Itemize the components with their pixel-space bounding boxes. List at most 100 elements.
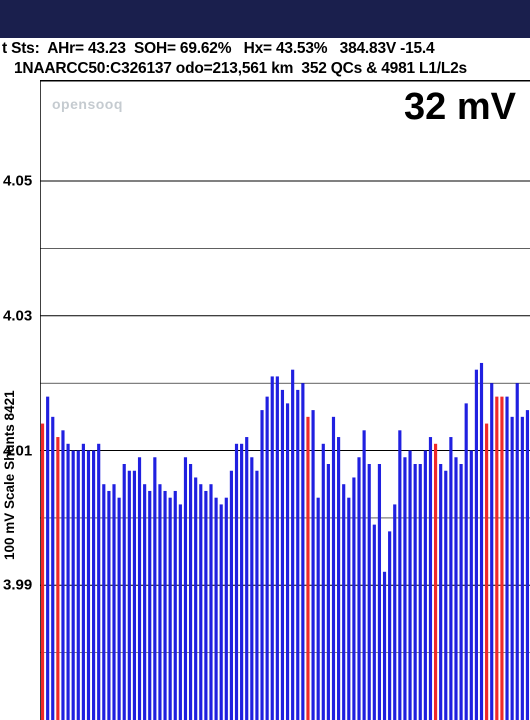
cell-bar — [332, 417, 335, 720]
cell-bar — [189, 464, 192, 720]
cell-bar — [148, 491, 151, 720]
cell-bar — [500, 397, 503, 720]
cell-bar — [199, 484, 202, 720]
cell-bar — [408, 451, 411, 720]
cell-bar — [286, 403, 289, 720]
cell-voltage-chart — [40, 80, 530, 720]
cell-bar — [311, 410, 314, 720]
cell-bar — [414, 464, 417, 720]
cell-bar — [439, 464, 442, 720]
cell-bar — [184, 457, 187, 720]
cell-bar — [516, 383, 519, 720]
cell-bar — [429, 437, 432, 720]
cell-bar — [434, 444, 437, 720]
cell-bar — [255, 471, 258, 720]
cell-bar — [363, 430, 366, 720]
cell-bar — [138, 457, 141, 720]
cell-bar — [174, 491, 177, 720]
cell-bar — [179, 504, 182, 720]
y-tick: 4.03 — [3, 307, 32, 324]
cell-bar — [220, 504, 223, 720]
chart-bars — [41, 363, 529, 720]
cell-bar — [112, 484, 115, 720]
cell-bar — [485, 424, 488, 720]
cell-bar — [403, 457, 406, 720]
cell-bar — [209, 484, 212, 720]
cell-bar — [61, 430, 64, 720]
cell-bar — [281, 390, 284, 720]
cell-bar — [102, 484, 105, 720]
cell-bar — [204, 491, 207, 720]
cell-bar — [158, 484, 161, 720]
cell-bar — [357, 457, 360, 720]
cell-bar — [87, 451, 90, 720]
cell-bar — [306, 417, 309, 720]
cell-bar — [460, 464, 463, 720]
cell-bar — [495, 397, 498, 720]
cell-bar — [41, 424, 44, 720]
y-tick: 4.05 — [3, 173, 32, 190]
cell-bar — [77, 451, 80, 720]
cell-bar — [225, 498, 228, 720]
cell-bar — [301, 383, 304, 720]
cell-bar — [143, 484, 146, 720]
cell-bar — [424, 451, 427, 720]
cell-bar — [475, 370, 478, 720]
cell-bar — [454, 457, 457, 720]
cell-bar — [215, 498, 218, 720]
cell-bar — [92, 451, 95, 720]
cell-bar — [521, 417, 524, 720]
cell-bar — [480, 363, 483, 720]
cell-bar — [46, 397, 49, 720]
cell-bar — [352, 477, 355, 720]
cell-bar — [398, 430, 401, 720]
cell-bar — [444, 471, 447, 720]
cell-bar — [72, 451, 75, 720]
cell-bar — [123, 464, 126, 720]
top-nav-bar — [0, 0, 530, 38]
cell-bar — [378, 464, 381, 720]
cell-bar — [449, 437, 452, 720]
cell-bar — [194, 477, 197, 720]
cell-bar — [260, 410, 263, 720]
cell-bar — [511, 417, 514, 720]
cell-bar — [266, 397, 269, 720]
cell-bar — [230, 471, 233, 720]
cell-bar — [490, 383, 493, 720]
cell-bar — [235, 444, 238, 720]
cell-bar — [465, 403, 468, 720]
cell-bar — [276, 376, 279, 720]
cell-bar — [51, 417, 54, 720]
status-line-1: t Sts: AHr= 43.23 SOH= 69.62% Hx= 43.53%… — [0, 38, 530, 58]
cell-bar — [322, 444, 325, 720]
cell-bar — [133, 471, 136, 720]
y-tick: 3.99 — [3, 577, 32, 594]
cell-bar — [419, 464, 422, 720]
cell-bar — [337, 437, 340, 720]
cell-bar — [169, 498, 172, 720]
cell-bar — [342, 484, 345, 720]
cell-bar — [373, 525, 376, 720]
cell-bar — [327, 464, 330, 720]
cell-bar — [128, 471, 131, 720]
cell-bar — [291, 370, 294, 720]
cell-bar — [317, 498, 320, 720]
cell-bar — [296, 390, 299, 720]
cell-bar — [393, 504, 396, 720]
cell-bar — [240, 444, 243, 720]
cell-bar — [383, 572, 386, 720]
cell-bar — [118, 498, 121, 720]
cell-bar — [271, 376, 274, 720]
cell-bar — [388, 531, 391, 720]
cell-bar — [66, 444, 69, 720]
cell-bar — [505, 397, 508, 720]
y-axis-label: 100 mV Scale Shunts 8421 — [2, 390, 17, 560]
cell-bar — [368, 464, 371, 720]
y-tick: 4.01 — [3, 442, 32, 459]
cell-bar — [470, 451, 473, 720]
cell-bar — [526, 410, 529, 720]
cell-bar — [250, 457, 253, 720]
status-line-2: 1NAARCC50:C326137 odo=213,561 km 352 QCs… — [0, 58, 530, 78]
cell-bar — [56, 437, 59, 720]
cell-bar — [153, 457, 156, 720]
